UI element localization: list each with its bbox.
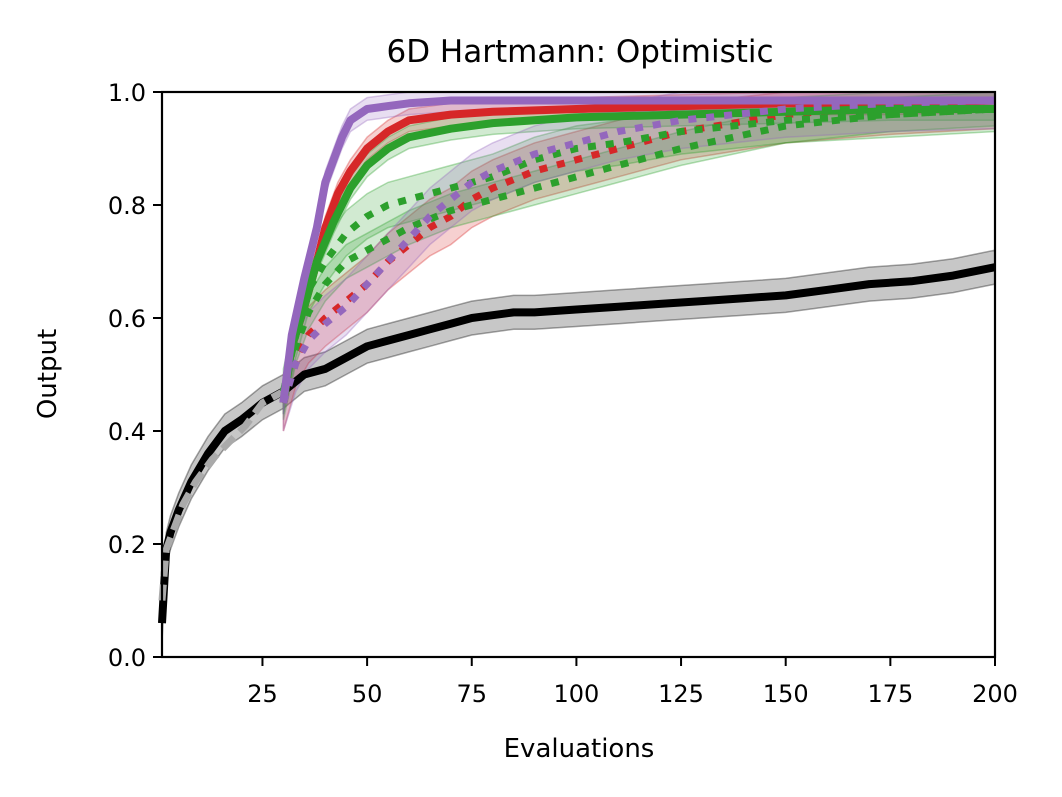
y-tick-label: 0.0 bbox=[108, 644, 146, 672]
y-axis-label: Output bbox=[33, 329, 63, 419]
y-axis-ticks: 0.0 0.2 0.4 0.6 0.8 1.0 bbox=[108, 79, 162, 672]
plot-frame bbox=[160, 90, 997, 659]
x-tick-label: 200 bbox=[972, 680, 1018, 708]
series-line-purple-solid bbox=[279, 96, 995, 404]
series-lines bbox=[158, 96, 996, 624]
chart-title: 6D Hartmann: Optimistic bbox=[386, 34, 773, 70]
series-line-gray-dashed bbox=[158, 388, 286, 601]
y-tick-label: 0.6 bbox=[108, 305, 146, 333]
y-tick-label: 0.2 bbox=[108, 531, 146, 559]
x-tick-label: 50 bbox=[352, 680, 383, 708]
series-line-black-solid bbox=[158, 263, 996, 624]
x-tick-label: 175 bbox=[867, 680, 913, 708]
x-tick-label: 100 bbox=[554, 680, 600, 708]
series-line-purple-dotted bbox=[280, 97, 996, 404]
x-axis-ticks: 25 50 75 100 125 150 175 200 bbox=[247, 657, 1018, 708]
x-tick-label: 150 bbox=[763, 680, 809, 708]
y-tick-label: 1.0 bbox=[108, 79, 146, 107]
y-tick-label: 0.8 bbox=[108, 192, 146, 220]
series-line-green-dotted-upper bbox=[279, 105, 996, 393]
y-tick-label: 0.4 bbox=[108, 418, 146, 446]
series-line-green-dotted-lower bbox=[279, 105, 996, 404]
x-tick-label: 25 bbox=[247, 680, 278, 708]
x-tick-label: 125 bbox=[658, 680, 704, 708]
x-tick-label: 75 bbox=[456, 680, 487, 708]
x-axis-label: Evaluations bbox=[504, 734, 655, 764]
